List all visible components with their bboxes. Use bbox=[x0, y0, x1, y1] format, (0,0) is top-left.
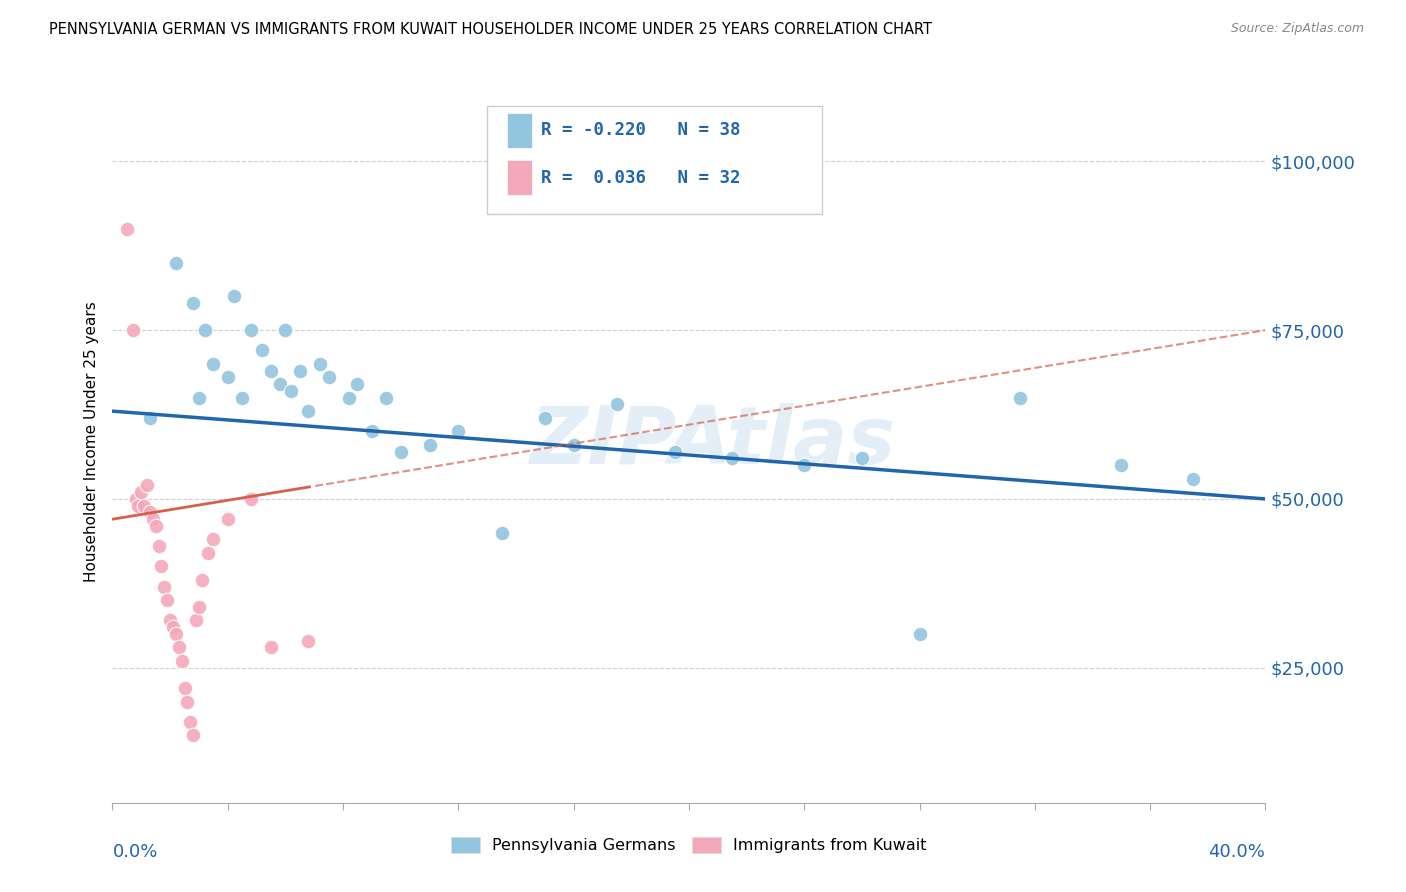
Text: R =  0.036   N = 32: R = 0.036 N = 32 bbox=[541, 169, 741, 186]
Point bbox=[115, 222, 138, 236]
Point bbox=[165, 255, 187, 269]
Point bbox=[202, 533, 225, 547]
Point bbox=[337, 391, 360, 405]
Point bbox=[562, 438, 585, 452]
Point bbox=[280, 384, 302, 398]
Point bbox=[197, 546, 219, 560]
Point bbox=[148, 539, 170, 553]
Point bbox=[222, 289, 245, 303]
Y-axis label: Householder Income Under 25 years: Householder Income Under 25 years bbox=[83, 301, 98, 582]
Point bbox=[231, 391, 253, 405]
FancyBboxPatch shape bbox=[488, 105, 821, 214]
Point bbox=[274, 323, 297, 337]
Legend: Pennsylvania Germans, Immigrants from Kuwait: Pennsylvania Germans, Immigrants from Ku… bbox=[444, 830, 934, 860]
Point bbox=[142, 512, 165, 526]
Point bbox=[184, 614, 207, 628]
Point bbox=[1182, 472, 1205, 486]
Point bbox=[447, 425, 470, 439]
Point bbox=[217, 370, 239, 384]
Point bbox=[419, 438, 441, 452]
Point bbox=[145, 519, 167, 533]
Point bbox=[389, 444, 412, 458]
Point bbox=[269, 377, 291, 392]
Text: ZIPAtlas: ZIPAtlas bbox=[529, 402, 896, 481]
Point bbox=[121, 323, 143, 337]
Point bbox=[217, 512, 239, 526]
Point bbox=[129, 485, 153, 500]
Point bbox=[346, 377, 368, 392]
Text: Source: ZipAtlas.com: Source: ZipAtlas.com bbox=[1230, 22, 1364, 36]
Point bbox=[188, 599, 211, 614]
Point bbox=[297, 404, 319, 418]
Point bbox=[181, 728, 204, 742]
Point bbox=[309, 357, 332, 371]
Point bbox=[176, 694, 198, 708]
Point bbox=[288, 364, 311, 378]
Point bbox=[260, 364, 283, 378]
Point bbox=[318, 370, 340, 384]
Point bbox=[167, 640, 190, 655]
Text: 0.0%: 0.0% bbox=[112, 843, 157, 861]
Point bbox=[1010, 391, 1032, 405]
Point bbox=[188, 391, 211, 405]
Point bbox=[159, 614, 181, 628]
Point bbox=[136, 478, 159, 492]
Point bbox=[239, 491, 262, 506]
Point bbox=[150, 559, 173, 574]
Point bbox=[127, 499, 149, 513]
Point bbox=[252, 343, 274, 358]
FancyBboxPatch shape bbox=[506, 161, 531, 195]
Point bbox=[375, 391, 398, 405]
Point bbox=[170, 654, 193, 668]
Point bbox=[664, 444, 686, 458]
Point bbox=[239, 323, 262, 337]
Point bbox=[139, 411, 162, 425]
Point bbox=[139, 505, 162, 519]
Point bbox=[491, 525, 513, 540]
Point bbox=[260, 640, 283, 655]
Point bbox=[534, 411, 557, 425]
Point bbox=[202, 357, 225, 371]
Point bbox=[156, 593, 179, 607]
Point bbox=[181, 296, 204, 310]
FancyBboxPatch shape bbox=[506, 113, 531, 147]
Text: PENNSYLVANIA GERMAN VS IMMIGRANTS FROM KUWAIT HOUSEHOLDER INCOME UNDER 25 YEARS : PENNSYLVANIA GERMAN VS IMMIGRANTS FROM K… bbox=[49, 22, 932, 37]
Point bbox=[153, 580, 176, 594]
Point bbox=[162, 620, 184, 634]
Point bbox=[134, 499, 156, 513]
Text: 40.0%: 40.0% bbox=[1209, 843, 1265, 861]
Point bbox=[606, 397, 628, 411]
Point bbox=[173, 681, 195, 695]
Point bbox=[191, 573, 214, 587]
Point bbox=[1111, 458, 1133, 472]
Point bbox=[793, 458, 815, 472]
Point bbox=[721, 451, 744, 466]
Point bbox=[165, 627, 187, 641]
Point bbox=[194, 323, 217, 337]
Point bbox=[851, 451, 873, 466]
Point bbox=[360, 425, 382, 439]
Point bbox=[124, 491, 146, 506]
Point bbox=[908, 627, 931, 641]
Text: R = -0.220   N = 38: R = -0.220 N = 38 bbox=[541, 121, 741, 139]
Point bbox=[297, 633, 319, 648]
Point bbox=[179, 714, 201, 729]
